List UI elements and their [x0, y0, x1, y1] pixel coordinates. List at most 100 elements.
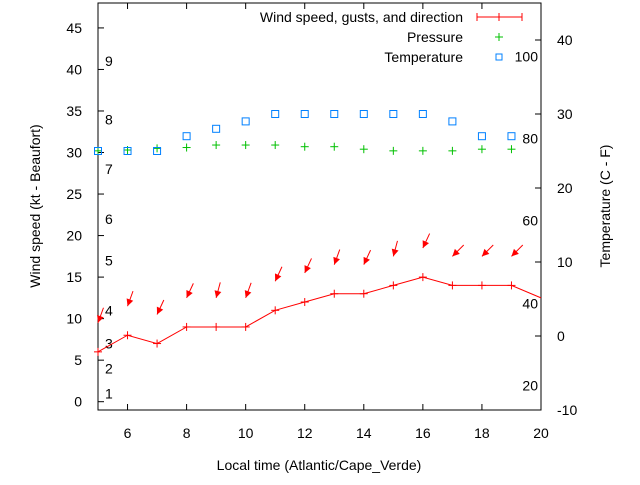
- y2-tick-label: 40: [557, 32, 573, 48]
- temperature-point: [448, 117, 457, 126]
- y2-tick-label: 10: [557, 254, 573, 270]
- temperature-point: [153, 147, 162, 155]
- wind-speed-point: [448, 281, 457, 290]
- temperature-point: [241, 117, 250, 126]
- fahrenheit-label: 20: [522, 378, 538, 394]
- pressure-point: [477, 145, 486, 154]
- wind-direction-arrow: [481, 244, 494, 257]
- beaufort-label: 9: [105, 53, 113, 69]
- beaufort-label: 1: [105, 385, 113, 401]
- fahrenheit-label: 40: [522, 295, 538, 311]
- x-axis-label: Local time (Atlantic/Cape_Verde): [217, 457, 422, 473]
- temperature-point: [477, 132, 486, 141]
- wind-direction-arrow: [156, 299, 165, 315]
- wind-direction-arrow: [391, 240, 399, 257]
- legend-key-wind: [476, 13, 523, 21]
- beaufort-label: 2: [105, 360, 113, 376]
- wind-direction-arrow: [186, 283, 194, 299]
- pressure-point: [448, 146, 457, 155]
- x-tick-label: 12: [297, 425, 313, 441]
- beaufort-label: 4: [105, 302, 113, 318]
- wind-speed-point: [359, 289, 368, 298]
- wind-speed-point: [507, 281, 516, 290]
- y-axis-label: Wind speed (kt - Beaufort): [27, 124, 43, 287]
- temperature-point: [389, 110, 398, 118]
- y-tick-label: 15: [66, 269, 82, 285]
- wind-direction-arrow: [422, 233, 431, 249]
- wind-direction-arrow: [274, 266, 283, 282]
- x-tick-label: 6: [124, 425, 132, 441]
- wind-speed-line: [97, 276, 542, 353]
- pressure-point: [182, 143, 191, 152]
- legend-key-temperature: [495, 53, 503, 61]
- y-tick-label: 20: [66, 228, 82, 244]
- y-tick-label: 30: [66, 145, 82, 161]
- temperature-point: [507, 132, 516, 141]
- pressure-point: [271, 141, 280, 150]
- pressure-point: [418, 146, 427, 155]
- temperature-point: [271, 110, 280, 118]
- wind-direction-arrow: [333, 249, 341, 265]
- wind-speed-point: [477, 281, 486, 290]
- pressure-point: [153, 144, 162, 153]
- y-tick-label: 10: [66, 311, 82, 327]
- x-tick-label: 10: [238, 425, 254, 441]
- wind-direction-arrow: [244, 282, 252, 299]
- temperature-point: [94, 147, 102, 155]
- wind-direction-arrow: [452, 244, 465, 257]
- beaufort-label: 3: [105, 336, 113, 352]
- legend-label-pressure: Pressure: [407, 29, 463, 45]
- pressure-point: [241, 141, 250, 150]
- x-tick-label: 18: [474, 425, 490, 441]
- y-tick-label: 45: [66, 20, 82, 36]
- pressure-point: [389, 146, 398, 155]
- legend-key-pressure: [495, 33, 503, 41]
- x-tick-label: 8: [183, 425, 191, 441]
- wind-speed-point: [123, 331, 132, 340]
- temperature-point: [123, 147, 132, 155]
- pressure-point: [300, 142, 309, 151]
- wind-direction-arrow: [126, 290, 134, 307]
- wind-speed-point: [271, 306, 280, 315]
- wind-speed-point: [94, 347, 102, 356]
- temperature-point: [330, 110, 339, 118]
- y2-axis-label: Temperature (C - F): [597, 145, 613, 268]
- wind-speed-point: [300, 298, 309, 307]
- y-tick-label: 40: [66, 61, 82, 77]
- y-tick-label: 25: [66, 186, 82, 202]
- pressure-point: [507, 145, 516, 154]
- x-tick-label: 16: [415, 425, 431, 441]
- temperature-point: [212, 124, 221, 133]
- beaufort-label: 7: [105, 161, 113, 177]
- y-tick-label: 0: [74, 394, 82, 410]
- beaufort-label: 8: [105, 111, 113, 127]
- legend-label-temperature: Temperature: [384, 49, 463, 65]
- x-tick-label: 20: [533, 425, 549, 441]
- beaufort-label: 5: [105, 252, 113, 268]
- pressure-point: [94, 146, 102, 155]
- wind-speed-point: [330, 289, 339, 298]
- legend: Wind speed, gusts, and direction Pressur…: [260, 9, 523, 65]
- pressure-point: [330, 142, 339, 151]
- y2-tick-label: 0: [557, 328, 565, 344]
- y2-tick-label: 20: [557, 180, 573, 196]
- wind-direction-arrow: [214, 282, 222, 298]
- pressure-point: [212, 141, 221, 150]
- wind-direction-arrow: [363, 249, 372, 265]
- temperature-point: [300, 110, 309, 118]
- temperature-point: [359, 110, 368, 118]
- fahrenheit-label: 80: [522, 130, 538, 146]
- temperature-point: [182, 132, 191, 141]
- y2-tick-label: 30: [557, 106, 573, 122]
- wind-speed-point: [418, 273, 427, 282]
- fahrenheit-label: 100: [515, 48, 539, 64]
- y-tick-label: 5: [74, 352, 82, 368]
- wind-direction-arrow: [97, 307, 104, 323]
- wind-speed-point: [153, 339, 162, 348]
- wind-speed-point: [241, 322, 250, 331]
- pressure-point: [359, 145, 368, 154]
- wind-speed-point: [182, 322, 191, 331]
- wind-direction-arrow: [511, 244, 524, 257]
- y2-tick-label: -10: [557, 402, 577, 418]
